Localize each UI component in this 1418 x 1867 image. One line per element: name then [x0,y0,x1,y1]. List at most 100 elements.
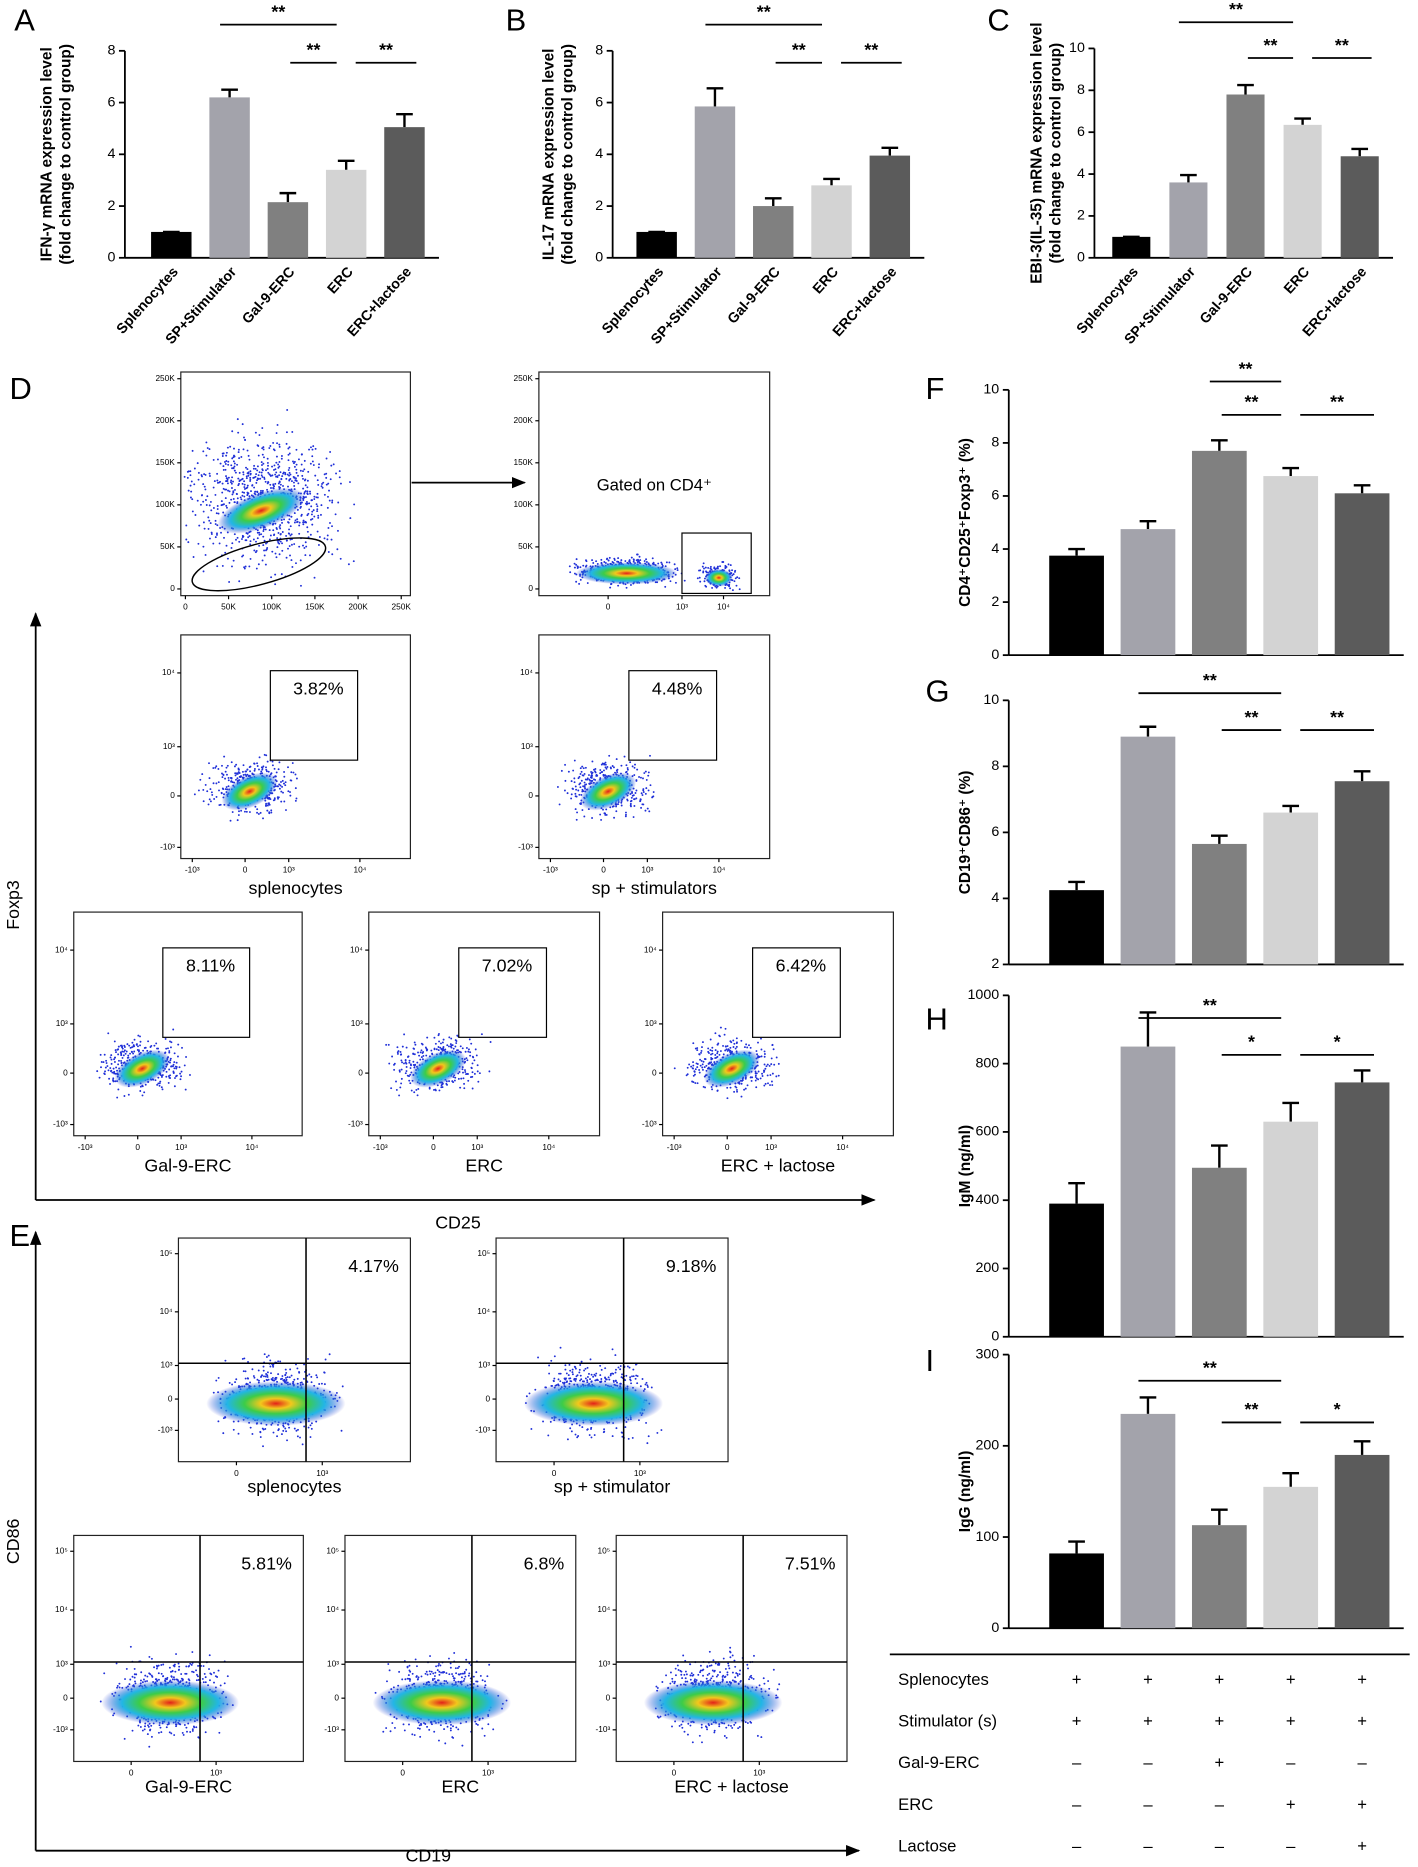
event-dot [590,775,593,778]
bar [1112,236,1151,258]
event-dot [107,1069,110,1072]
flow-tick-label: 10³ [351,1018,363,1028]
event-dot [189,1073,191,1076]
event-dot [262,528,265,531]
event-dot [252,538,255,541]
event-dot [216,481,219,484]
flow-tick-label: 10⁵ [160,1248,173,1258]
event-dot [185,524,188,527]
event-dot [204,783,207,786]
event-dot [261,453,264,456]
event-dot [635,789,638,792]
event-dot [609,586,612,589]
event-dot [266,467,269,470]
event-dot [323,1383,326,1386]
event-dot [733,570,736,573]
event-dot [271,474,274,477]
significance-label: ** [1203,670,1217,690]
event-dot [305,545,308,548]
event-dot [574,1433,577,1436]
event-dot [660,561,663,564]
event-dot [574,808,577,811]
event-dot [642,788,645,791]
event-dot [213,798,216,800]
event-dot [417,1088,420,1090]
event-dot [693,1070,696,1073]
bar [1283,124,1322,258]
event-dot [112,1080,115,1083]
event-dot [222,452,225,455]
event-dot [629,761,632,764]
event-dot [266,809,269,812]
gate [752,947,841,1038]
event-dot [745,1043,748,1046]
y-tick-label: 10 [1069,40,1085,56]
flow-tick-label: 200K [348,602,368,612]
significance-label: ** [1245,1399,1259,1419]
event-dot [575,563,578,566]
event-dot [279,483,282,486]
event-dot [421,1052,424,1055]
event-dot [271,550,274,553]
event-dot [334,513,337,516]
event-dot [254,551,257,554]
event-dot [568,565,571,568]
event-dot [698,576,701,579]
event-dot [290,480,293,483]
event-dot [696,1049,699,1052]
event-dot [255,567,258,570]
event-dot [263,1375,265,1378]
gate-note: Gated on CD4⁺ [597,476,712,495]
event-dot [722,1044,724,1047]
event-dot [734,1085,737,1088]
event-dot [454,1039,457,1042]
density-core [703,1049,760,1088]
event-dot [420,1056,423,1059]
event-dot [212,782,215,785]
event-dot [216,505,219,507]
event-dot [189,470,192,473]
event-dot [575,788,578,791]
event-dot [724,586,727,589]
event-dot [613,559,616,561]
event-dot [438,1089,441,1092]
event-dot [261,468,264,471]
event-dot [310,513,313,516]
event-dot [277,1429,280,1432]
event-dot [230,546,233,549]
event-dot [405,1066,408,1068]
event-dot [599,772,602,775]
event-dot [236,536,239,539]
event-dot [288,479,291,482]
event-dot [175,1074,178,1077]
event-dot [439,1046,442,1049]
event-dot [426,1036,429,1039]
event-dot [249,478,252,481]
event-dot [629,802,632,805]
event-dot [641,794,644,796]
event-dot [728,570,731,572]
significance-label: ** [864,40,878,60]
y-tick-label: 0 [991,647,999,663]
event-dot [261,475,264,478]
event-dot [767,1082,769,1085]
event-dot [273,797,276,800]
event-dot [267,1354,270,1357]
event-dot [770,1057,773,1060]
event-dot [668,561,671,564]
event-dot [295,463,298,466]
bar [694,106,736,258]
event-dot [701,1063,704,1066]
gate [269,670,359,761]
event-dot [312,464,315,466]
event-dot [253,762,256,765]
event-dot [136,1049,139,1051]
event-dot [267,481,270,484]
event-dot [243,486,246,488]
y-axis-label: IL-17 mRNA expression level [541,49,558,261]
event-dot [212,542,215,545]
event-dot [246,484,249,487]
event-dot [770,1080,773,1083]
event-dot [243,483,246,486]
event-dot [302,519,305,522]
